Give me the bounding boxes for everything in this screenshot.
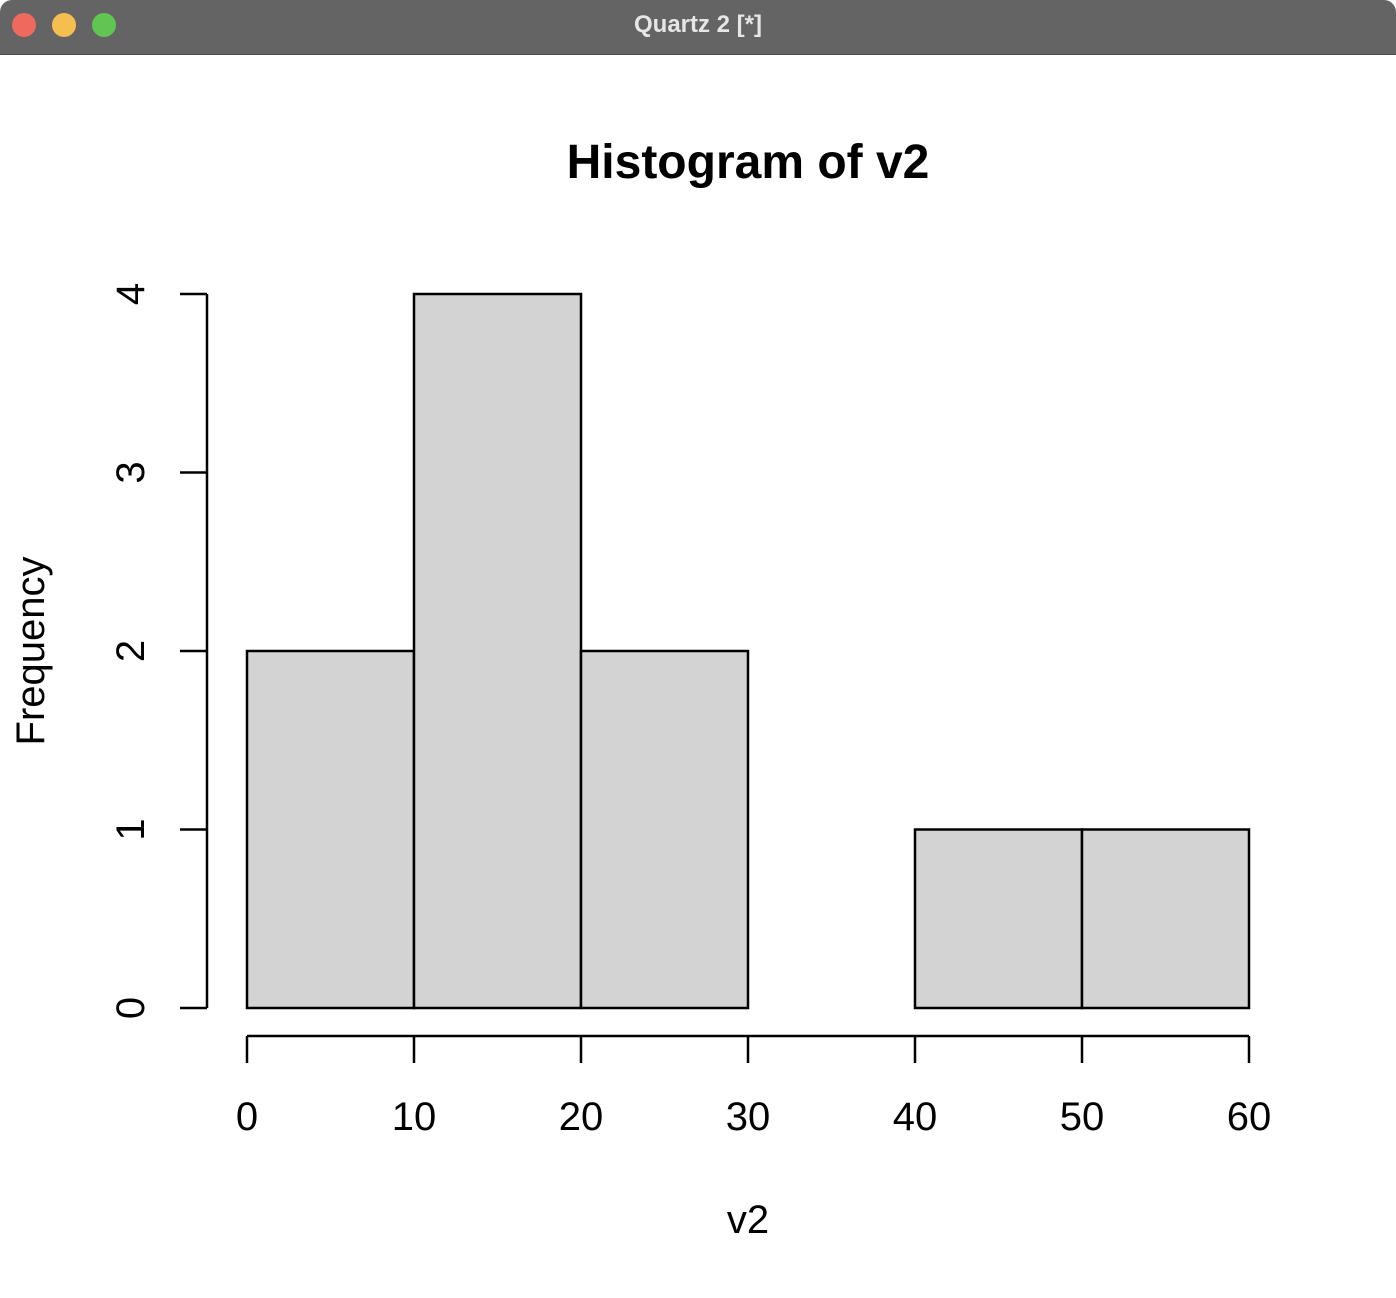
plot-area: Histogram of v2 0 1 2 3 4 0 10 20 30 40 50 60 v2 F… <box>0 55 1396 1298</box>
x-tick-label-0: 0 <box>236 1095 258 1139</box>
y-axis: 0 1 2 3 4 <box>109 283 209 1019</box>
x-tick-label-60: 60 <box>1227 1095 1272 1139</box>
x-tick-label-30: 30 <box>726 1095 771 1139</box>
histogram-bar-4 <box>913 828 1084 1010</box>
zoom-button[interactable] <box>92 13 116 37</box>
chart-title: Histogram of v2 <box>567 136 930 189</box>
x-axis-label: v2 <box>727 1198 769 1242</box>
histogram-chart: Histogram of v2 0 1 2 3 4 0 10 20 30 40 50 60 v2 F… <box>9 136 1272 1242</box>
histogram-bar-1 <box>412 292 583 1010</box>
window-title: Quartz 2 [*] <box>633 11 762 38</box>
x-tick-label-40: 40 <box>893 1095 938 1139</box>
y-tick-label-4: 4 <box>109 283 153 305</box>
x-axis: 0 10 20 30 40 50 60 <box>236 1034 1272 1139</box>
x-tick-label-10: 10 <box>392 1095 437 1139</box>
minimize-button[interactable] <box>52 13 76 37</box>
x-tick-label-50: 50 <box>1060 1095 1105 1139</box>
y-tick-label-2: 2 <box>109 640 153 662</box>
title-bar[interactable]: Quartz 2 [*] <box>0 0 1396 55</box>
y-axis-label: Frequency <box>9 557 53 746</box>
x-tick-label-20: 20 <box>559 1095 604 1139</box>
histogram-bar-2 <box>579 649 750 1010</box>
histogram-bar-0 <box>245 649 416 1010</box>
y-tick-label-1: 1 <box>109 818 153 840</box>
close-button[interactable] <box>12 13 36 37</box>
y-tick-label-3: 3 <box>109 461 153 483</box>
bars-group <box>245 292 1251 1010</box>
histogram-bar-5 <box>1080 828 1251 1010</box>
y-tick-label-0: 0 <box>109 997 153 1019</box>
